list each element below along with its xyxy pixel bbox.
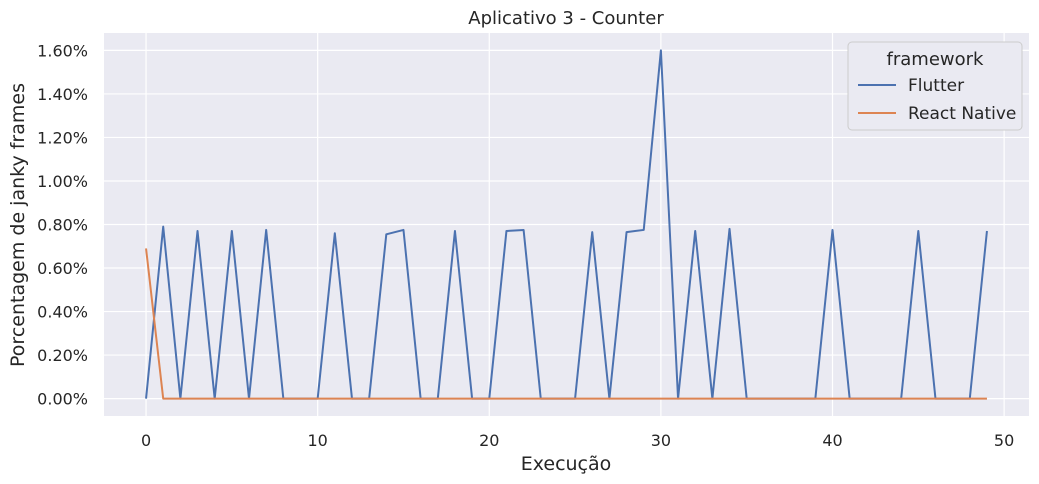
y-tick-label: 1.20%	[37, 128, 88, 147]
y-axis-title: Porcentagem de janky frames	[7, 83, 29, 367]
x-tick-label: 50	[994, 431, 1014, 450]
x-tick-label: 10	[307, 431, 327, 450]
x-tick-label: 40	[822, 431, 842, 450]
x-axis-ticks: 0 10 20 30 40 50	[141, 431, 1014, 450]
x-axis-title: Execução	[521, 453, 612, 475]
legend: framework Flutter React Native	[847, 41, 1023, 131]
y-tick-label: 1.40%	[37, 85, 88, 104]
series-line-react-native	[145, 248, 987, 400]
legend-label-react-native: React Native	[908, 104, 1016, 124]
legend-title: framework	[887, 49, 985, 70]
y-tick-label: 0.00%	[37, 390, 88, 409]
y-tick-label: 0.20%	[37, 346, 88, 365]
y-tick-label: 0.40%	[37, 303, 88, 322]
legend-label-flutter: Flutter	[908, 76, 964, 96]
x-tick-label: 20	[479, 431, 499, 450]
legend-box	[847, 41, 1023, 131]
series-layer	[145, 49, 988, 400]
y-axis-ticks: 0.00% 0.20% 0.40% 0.60% 0.80% 1.00% 1.20% 1.40%…	[37, 41, 88, 408]
x-tick-label: 0	[141, 431, 151, 450]
x-tick-label: 30	[651, 431, 671, 450]
y-tick-label: 1.00%	[37, 172, 88, 191]
y-tick-label: 0.60%	[37, 259, 88, 278]
chart-title: Aplicativo 3 - Counter	[468, 8, 664, 29]
y-tick-label: 0.80%	[37, 216, 88, 235]
y-tick-label: 1.60%	[37, 41, 88, 60]
